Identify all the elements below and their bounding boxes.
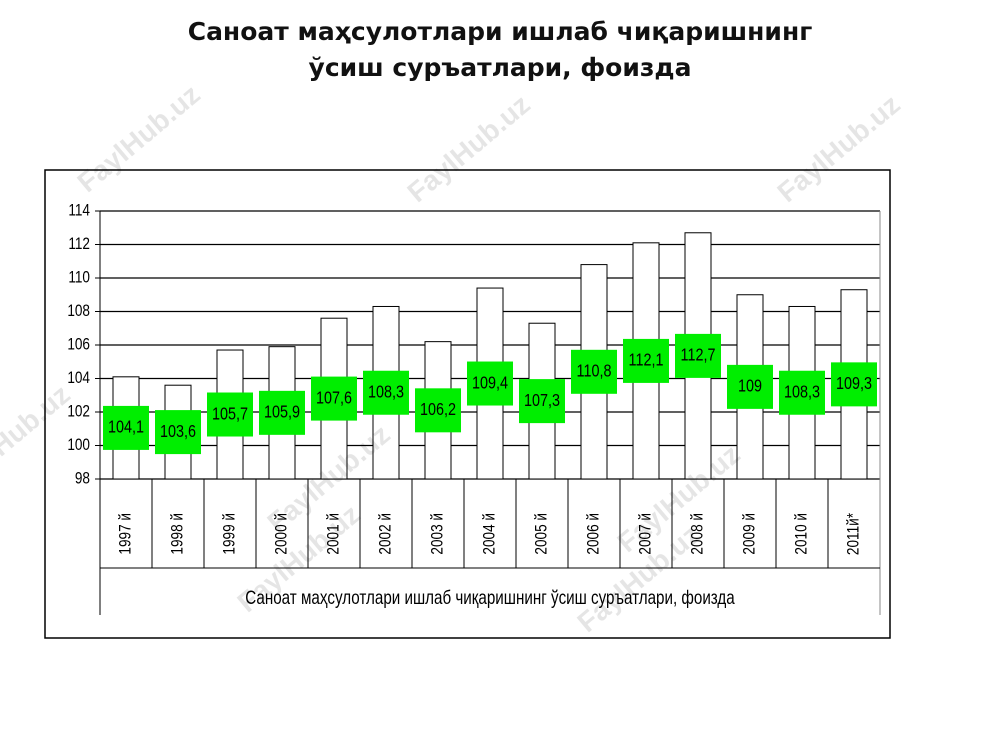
value-label-box [519, 379, 565, 424]
x-tick-label: 2000 й [272, 513, 291, 555]
x-tick-label: 1997 й [116, 513, 135, 555]
x-tick-label: 2007 й [636, 513, 655, 555]
x-tick-label: 2003 й [428, 513, 447, 555]
value-label: 107,3 [524, 390, 560, 410]
value-label: 105,7 [212, 404, 248, 424]
value-label-box [675, 333, 721, 378]
x-tick-label: 2011й* [844, 513, 863, 555]
x-tick-label: 2004 й [480, 513, 499, 555]
x-tick-label: 2008 й [688, 513, 707, 555]
value-label-box [727, 364, 773, 409]
value-label: 108,3 [784, 382, 820, 402]
value-label-box [155, 410, 201, 455]
x-tick-label: 2001 й [324, 513, 343, 555]
value-label-box [467, 361, 513, 406]
value-label: 105,9 [264, 402, 300, 422]
chart-frame [44, 169, 891, 639]
value-label: 108,3 [368, 382, 404, 402]
y-tick-label: 102 [67, 402, 90, 421]
value-label: 106,2 [420, 400, 456, 420]
value-label-box [207, 392, 253, 437]
y-tick-label: 100 [67, 436, 90, 455]
value-label: 104,1 [108, 417, 144, 437]
value-label-box [415, 388, 461, 433]
y-tick-label: 106 [67, 335, 90, 354]
chart-title: Саноат маҳсулотлари ишлаб чиқаришнинг ўс… [187, 17, 813, 82]
x-tick-label: 1999 й [220, 513, 239, 555]
value-label: 110,8 [577, 361, 612, 381]
x-tick-label: 2009 й [740, 513, 759, 555]
value-label-box [311, 376, 357, 421]
watermark: FaylHub.uz [71, 79, 205, 199]
x-tick-label: 1998 й [168, 513, 187, 555]
x-tick-label: 2002 й [376, 513, 395, 555]
value-label-box [259, 390, 305, 435]
y-tick-label: 98 [75, 469, 90, 488]
watermark: FaylHub.uz [0, 379, 76, 499]
value-label-box [571, 349, 617, 394]
watermark: FaylHub.uz [771, 89, 905, 209]
x-tick-label: 2010 й [792, 513, 811, 555]
value-label: 107,6 [316, 388, 352, 408]
value-label: 109,4 [472, 373, 508, 393]
value-label-box [103, 405, 149, 450]
value-label: 109,3 [836, 374, 872, 394]
y-tick-label: 114 [68, 201, 90, 220]
value-label-box [363, 370, 409, 415]
x-tick-label: 2006 й [584, 513, 603, 555]
value-label: 112,1 [629, 350, 664, 370]
y-tick-label: 104 [67, 369, 90, 388]
x-axis-label: Саноат маҳсулотлари ишлаб чиқаришнинг ўс… [245, 586, 735, 608]
x-tick-label: 2005 й [532, 513, 551, 555]
y-tick-label: 108 [67, 302, 90, 321]
watermark: FaylHub.uz [401, 89, 535, 209]
value-label: 109 [738, 376, 762, 396]
y-tick-label: 110 [68, 268, 90, 287]
y-tick-label: 112 [68, 235, 90, 254]
value-label-box [623, 338, 669, 383]
value-label: 112,7 [681, 345, 716, 365]
value-label: 103,6 [160, 421, 196, 441]
value-label-box [779, 370, 825, 415]
value-label-box [831, 362, 877, 407]
